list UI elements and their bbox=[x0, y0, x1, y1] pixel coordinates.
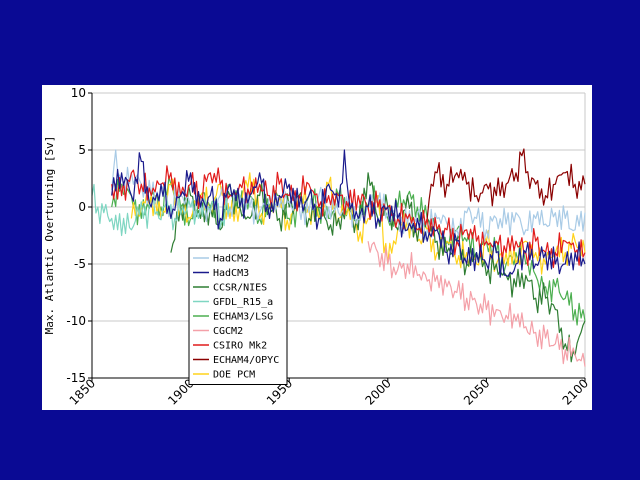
series-line-7 bbox=[426, 148, 586, 219]
legend-label: DOE PCM bbox=[213, 370, 255, 381]
legend-label: ECHAM4/OPYC bbox=[213, 355, 279, 366]
series-line-1 bbox=[111, 149, 586, 278]
chart-background bbox=[42, 85, 592, 410]
legend-label: CGCM2 bbox=[213, 326, 243, 337]
legend-label: ECHAM3/LSG bbox=[213, 312, 273, 323]
chart-panel: 10 5 0 -5 -10 -15 1850 1900 1950 2000 2050 2100 Ma… bbox=[42, 85, 592, 410]
series-lines bbox=[91, 148, 586, 367]
legend-label: CSIRO Mk2 bbox=[213, 341, 267, 352]
legend-label: GFDL_R15_a bbox=[213, 297, 273, 308]
y-tick-labels: 10 5 0 -5 -10 -15 bbox=[66, 86, 92, 385]
series-line-6 bbox=[111, 165, 586, 269]
legend-label: CCSR/NIES bbox=[213, 283, 267, 294]
y-tick-label: 0 bbox=[78, 200, 86, 214]
y-tick-label: 5 bbox=[78, 143, 86, 157]
y-axis-label: Max. Atlantic Overturning [Sv] bbox=[43, 136, 56, 335]
series-line-5 bbox=[367, 241, 586, 367]
legend: HadCM2 HadCM3 CCSR/NIES GFDL_R15_a ECHAM3/LS… bbox=[188, 247, 288, 385]
y-tick-label: 10 bbox=[71, 86, 86, 100]
y-tick-label: -15 bbox=[66, 371, 86, 385]
legend-label: HadCM3 bbox=[213, 268, 249, 279]
legend-label: HadCM2 bbox=[213, 254, 249, 265]
series-line-8 bbox=[130, 172, 586, 275]
y-tick-label: -10 bbox=[66, 314, 86, 328]
y-tick-label: -5 bbox=[74, 257, 86, 271]
